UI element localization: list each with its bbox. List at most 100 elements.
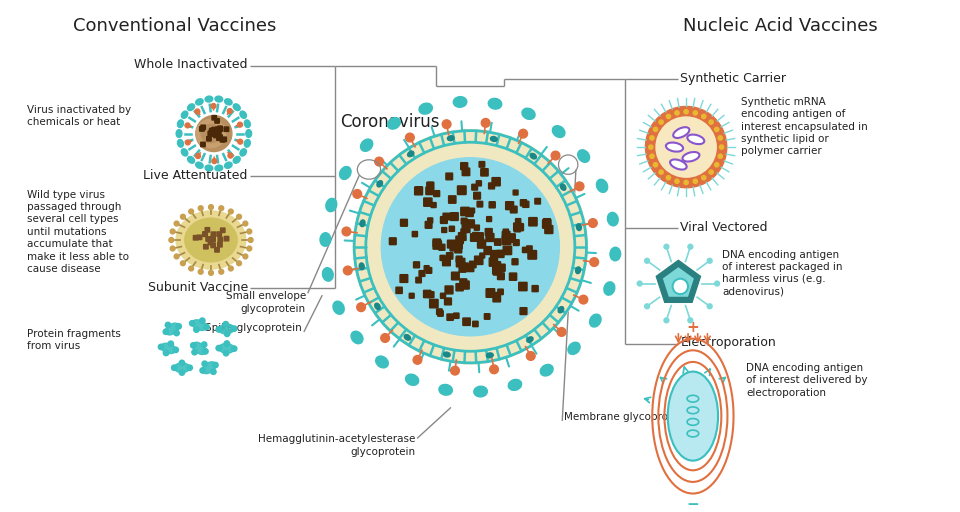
Circle shape xyxy=(589,258,599,266)
Circle shape xyxy=(228,109,232,114)
Circle shape xyxy=(645,259,650,263)
Circle shape xyxy=(219,206,224,210)
FancyBboxPatch shape xyxy=(217,232,222,237)
Ellipse shape xyxy=(240,111,247,118)
FancyBboxPatch shape xyxy=(535,199,540,204)
FancyBboxPatch shape xyxy=(496,250,504,258)
Ellipse shape xyxy=(219,324,234,334)
FancyBboxPatch shape xyxy=(520,200,526,206)
Ellipse shape xyxy=(320,233,330,246)
FancyBboxPatch shape xyxy=(490,202,495,208)
Text: Hemagglutinin-acetylesterase
glycoprotein: Hemagglutinin-acetylesterase glycoprotei… xyxy=(258,435,415,457)
Ellipse shape xyxy=(610,247,620,261)
Circle shape xyxy=(650,154,654,158)
FancyBboxPatch shape xyxy=(206,237,210,241)
Circle shape xyxy=(216,327,222,332)
FancyBboxPatch shape xyxy=(493,294,500,302)
Polygon shape xyxy=(663,268,693,296)
Polygon shape xyxy=(657,260,701,302)
FancyBboxPatch shape xyxy=(445,286,453,294)
FancyBboxPatch shape xyxy=(485,228,492,236)
Ellipse shape xyxy=(196,99,204,105)
FancyBboxPatch shape xyxy=(514,190,518,195)
Circle shape xyxy=(243,221,248,226)
Text: Whole Inactivated: Whole Inactivated xyxy=(134,58,248,71)
Circle shape xyxy=(203,349,208,354)
Circle shape xyxy=(211,103,216,109)
Circle shape xyxy=(238,139,243,144)
FancyBboxPatch shape xyxy=(494,292,499,297)
Ellipse shape xyxy=(589,314,601,327)
FancyBboxPatch shape xyxy=(448,196,456,203)
Circle shape xyxy=(645,106,727,188)
Circle shape xyxy=(693,179,697,183)
Text: Electroporation: Electroporation xyxy=(681,336,776,349)
Text: Small envelope
glycoprotein: Small envelope glycoprotein xyxy=(226,291,306,314)
FancyBboxPatch shape xyxy=(209,129,214,133)
Circle shape xyxy=(526,352,535,360)
Ellipse shape xyxy=(361,139,372,152)
Ellipse shape xyxy=(487,353,493,358)
FancyBboxPatch shape xyxy=(218,127,223,132)
FancyBboxPatch shape xyxy=(446,253,453,259)
Circle shape xyxy=(219,269,224,274)
FancyBboxPatch shape xyxy=(206,137,211,141)
Circle shape xyxy=(688,318,693,323)
Circle shape xyxy=(708,259,712,263)
Circle shape xyxy=(557,328,565,336)
Circle shape xyxy=(210,369,216,374)
FancyBboxPatch shape xyxy=(416,278,421,283)
Circle shape xyxy=(223,322,228,327)
FancyBboxPatch shape xyxy=(430,300,438,308)
Ellipse shape xyxy=(670,159,686,169)
Circle shape xyxy=(579,295,588,304)
FancyBboxPatch shape xyxy=(204,245,208,249)
Ellipse shape xyxy=(405,374,419,386)
FancyBboxPatch shape xyxy=(518,283,527,291)
FancyBboxPatch shape xyxy=(222,137,227,141)
Ellipse shape xyxy=(388,118,400,129)
Circle shape xyxy=(659,170,663,174)
Circle shape xyxy=(650,136,654,140)
Circle shape xyxy=(200,318,205,324)
FancyBboxPatch shape xyxy=(409,293,414,298)
Circle shape xyxy=(654,163,658,167)
Circle shape xyxy=(163,350,169,356)
Circle shape xyxy=(224,351,228,356)
Ellipse shape xyxy=(666,142,684,152)
FancyBboxPatch shape xyxy=(214,133,218,138)
Ellipse shape xyxy=(474,386,488,397)
Circle shape xyxy=(228,153,233,158)
Circle shape xyxy=(225,341,229,346)
FancyBboxPatch shape xyxy=(390,238,396,245)
Ellipse shape xyxy=(323,268,333,281)
FancyBboxPatch shape xyxy=(400,274,408,283)
FancyBboxPatch shape xyxy=(462,168,469,176)
Ellipse shape xyxy=(187,104,195,111)
FancyBboxPatch shape xyxy=(198,235,202,240)
Circle shape xyxy=(353,189,362,198)
FancyBboxPatch shape xyxy=(428,182,433,188)
FancyBboxPatch shape xyxy=(514,240,519,245)
Circle shape xyxy=(176,324,181,329)
Circle shape xyxy=(656,117,716,177)
FancyBboxPatch shape xyxy=(486,289,494,297)
FancyBboxPatch shape xyxy=(412,231,418,237)
Circle shape xyxy=(490,365,498,374)
Circle shape xyxy=(637,281,642,286)
Circle shape xyxy=(194,327,199,332)
Circle shape xyxy=(709,120,713,124)
Text: Nucleic Acid Vaccines: Nucleic Acid Vaccines xyxy=(683,17,877,35)
FancyBboxPatch shape xyxy=(451,272,459,280)
FancyBboxPatch shape xyxy=(205,228,209,232)
Circle shape xyxy=(718,154,723,158)
FancyBboxPatch shape xyxy=(211,236,215,241)
Ellipse shape xyxy=(420,103,432,114)
FancyBboxPatch shape xyxy=(486,233,493,242)
Circle shape xyxy=(666,114,671,119)
FancyBboxPatch shape xyxy=(447,314,453,321)
FancyBboxPatch shape xyxy=(454,313,459,318)
FancyBboxPatch shape xyxy=(218,135,223,139)
Ellipse shape xyxy=(439,385,452,395)
Circle shape xyxy=(709,170,713,174)
